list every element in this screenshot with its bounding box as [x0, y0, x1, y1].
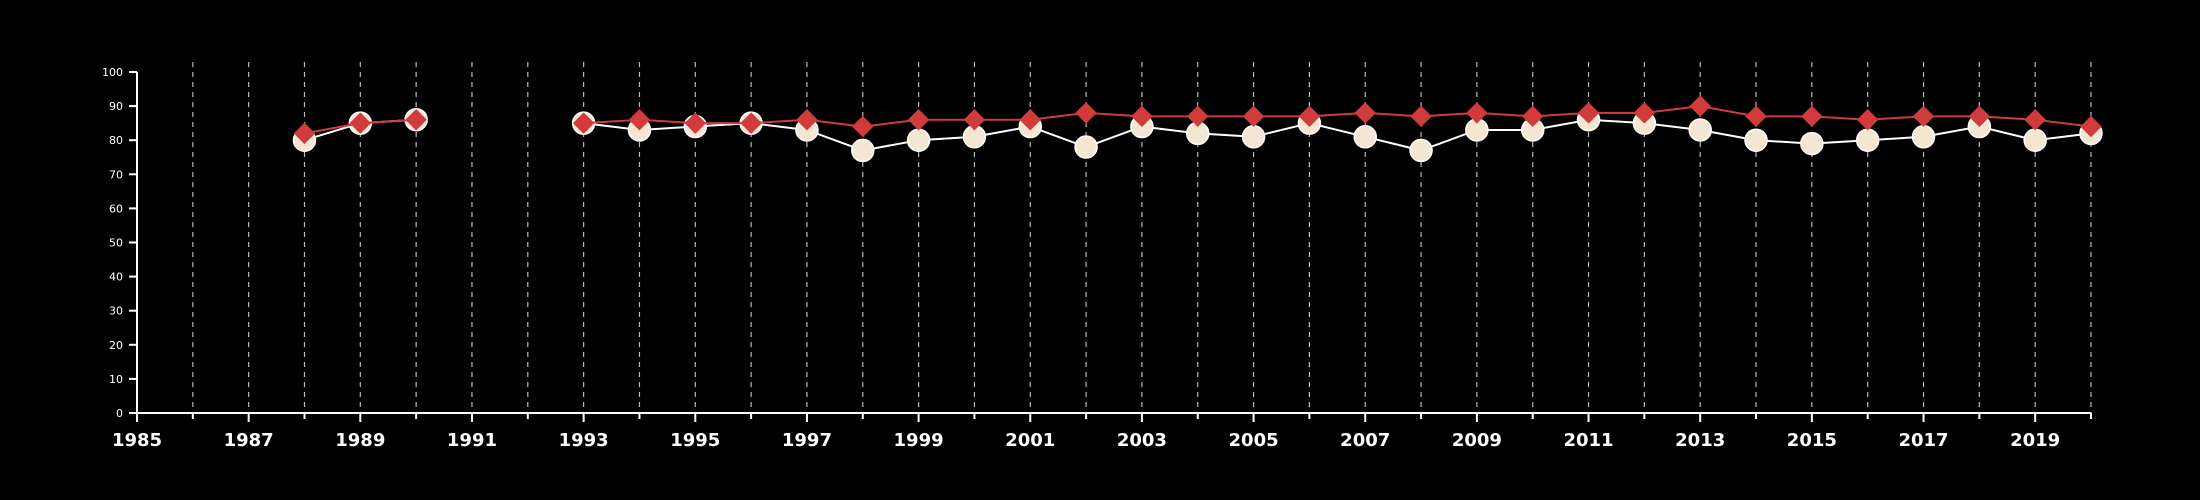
data-point — [1075, 102, 1097, 124]
data-point — [1298, 105, 1321, 128]
data-point — [1019, 109, 1041, 131]
data-point — [1409, 138, 1433, 163]
y-tick-label: 70 — [109, 168, 123, 181]
series-line — [583, 105, 2092, 128]
data-point — [852, 115, 874, 138]
x-tick-label: 1991 — [447, 430, 497, 451]
x-tick-label: 2015 — [1787, 430, 1837, 451]
y-tick-label: 60 — [109, 202, 123, 215]
data-point — [1466, 102, 1488, 124]
x-tick-label: 2001 — [1005, 430, 1055, 451]
data-point — [1633, 102, 1656, 124]
data-point — [1522, 105, 1544, 128]
data-point — [572, 112, 595, 134]
data-point — [1241, 125, 1266, 149]
data-point — [1187, 105, 1209, 128]
x-tick-label: 2003 — [1117, 430, 1167, 451]
series-2 — [293, 95, 2102, 145]
data-point — [293, 122, 316, 145]
data-point — [1688, 118, 1712, 142]
data-point — [405, 109, 427, 131]
y-tick-label: 0 — [116, 407, 123, 420]
data-point — [1744, 128, 1768, 152]
series-1 — [292, 107, 2103, 163]
data-point — [1912, 105, 1935, 128]
data-point — [1354, 102, 1376, 124]
y-tick-label: 10 — [109, 373, 123, 386]
data-point — [1242, 105, 1265, 128]
x-tick-label: 1985 — [112, 430, 162, 451]
series-layer — [292, 95, 2103, 163]
data-point — [1577, 102, 1600, 124]
x-tick-label: 2017 — [1898, 430, 1948, 451]
data-point — [1131, 105, 1153, 128]
data-point — [684, 112, 706, 134]
series-line — [583, 118, 2092, 152]
data-point — [1074, 135, 1098, 159]
data-point — [1968, 105, 1991, 128]
data-point — [1410, 105, 1432, 128]
x-tick-label: 1993 — [559, 430, 609, 451]
data-point — [1911, 125, 1936, 149]
x-tick-label: 2007 — [1340, 430, 1390, 451]
x-tick-label: 2009 — [1452, 430, 1502, 451]
y-tick-label: 80 — [109, 134, 123, 147]
axes-layer: 0 10 20 30 40 50 60 70 80 90 100 1985 1987 1989 1991 19… — [102, 66, 2092, 451]
x-tick-label: 2005 — [1229, 430, 1279, 451]
grid-layer — [192, 62, 2092, 413]
data-point — [906, 128, 931, 152]
data-point — [1800, 131, 1824, 156]
y-tick-label: 30 — [109, 305, 123, 318]
data-point — [963, 109, 986, 131]
y-tick-label: 20 — [109, 339, 123, 352]
y-tick-label: 100 — [102, 66, 123, 79]
data-point — [628, 109, 651, 131]
data-point — [740, 112, 762, 134]
data-point — [1745, 105, 1767, 128]
x-tick-label: 1989 — [335, 430, 385, 451]
data-point — [1855, 128, 1880, 152]
data-point — [349, 112, 372, 134]
data-point — [2080, 115, 2102, 138]
data-point — [796, 109, 818, 131]
x-tick-label: 2019 — [2010, 430, 2060, 451]
data-point — [1856, 109, 1879, 131]
data-point — [1801, 105, 1823, 128]
y-tick-label: 40 — [109, 271, 123, 284]
x-tick-label: 2011 — [1563, 430, 1613, 451]
y-tick-label: 90 — [109, 100, 123, 113]
data-point — [907, 109, 930, 131]
x-tick-label: 2013 — [1675, 430, 1725, 451]
x-tick-label: 1997 — [782, 430, 832, 451]
x-tick-label: 1995 — [670, 430, 720, 451]
data-point — [2024, 109, 2046, 131]
data-point — [1353, 125, 1377, 149]
data-point — [2023, 128, 2047, 152]
x-tick-label: 1999 — [894, 430, 944, 451]
x-tick-label: 1987 — [224, 430, 274, 451]
data-point — [851, 138, 875, 163]
data-point — [1689, 95, 1711, 117]
y-tick-label: 50 — [109, 237, 123, 250]
